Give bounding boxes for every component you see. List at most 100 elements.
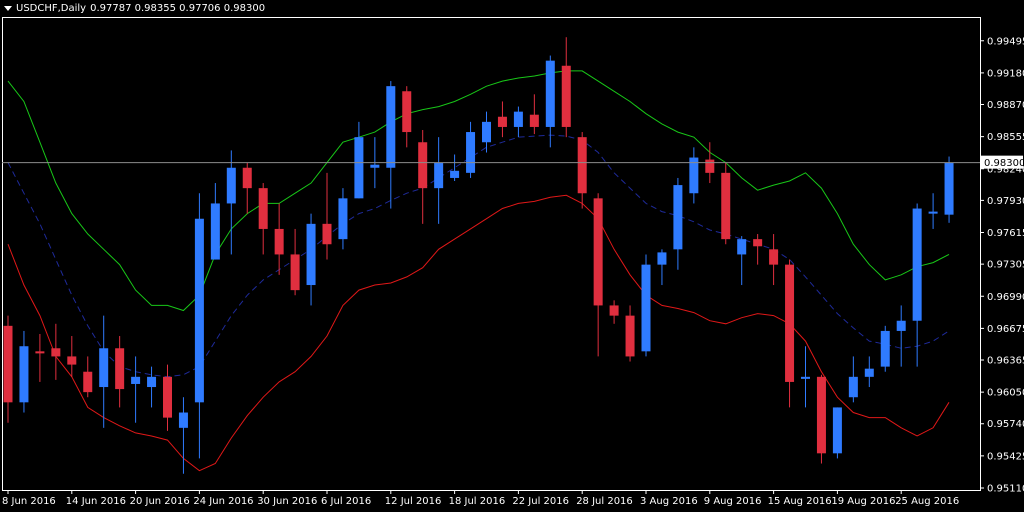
candle-body [258,188,268,229]
candle-body [386,86,396,168]
candle-body [290,254,300,291]
x-tick-label: 22 Jul 2016 [512,496,569,507]
x-tick-label: 15 Aug 2016 [768,496,832,507]
candle-body [354,137,364,199]
y-tick-label: 0.99495 [987,36,1024,47]
candle-body [194,218,204,403]
candle-body [370,164,380,168]
candle-body [35,351,45,354]
candle-body [51,348,61,357]
candle-body [705,159,715,173]
ohlc-values: 0.97787 0.98355 0.97706 0.98300 [90,3,266,14]
x-tick-label: 19 Aug 2016 [831,496,895,507]
y-tick-label: 0.97615 [987,228,1024,239]
candle-body [801,376,810,379]
candle-body [513,111,523,127]
candle-body [753,239,763,247]
plot-frame [2,17,981,491]
chart-header: USDCHF,Daily 0.97787 0.98355 0.97706 0.9… [4,3,265,14]
candle-body [593,198,603,306]
candle-body [306,223,316,286]
candle-body [545,60,555,127]
candle-body [944,162,954,215]
candle-body [450,170,460,178]
candle-body [721,172,731,240]
candle-body [418,142,428,189]
candle-body [673,185,683,250]
current-price-label: 0.98300 [984,158,1024,169]
symbol-label: USDCHF,Daily [16,3,87,14]
candle-body [178,412,188,428]
candle-body [99,348,109,388]
candle-body [785,264,795,382]
y-tick-label: 0.96675 [987,324,1024,335]
x-tick-label: 6 Jul 2016 [321,496,371,507]
x-tick-label: 8 Jun 2016 [2,496,56,507]
candle-body [529,114,539,127]
x-tick-label: 14 Jun 2016 [66,496,126,507]
candle-body [322,223,332,245]
candle-body [83,371,93,393]
y-tick-label: 0.95110 [987,484,1024,495]
y-tick-label: 0.98555 [987,132,1024,143]
candle-body [115,348,125,390]
candle-body [625,315,635,357]
x-tick-label: 30 Jun 2016 [257,496,317,507]
x-tick-label: 3 Aug 2016 [640,496,698,507]
candle-body [482,121,491,143]
x-tick-label: 28 Jul 2016 [576,496,633,507]
candle-body [226,167,236,204]
candle-body [641,264,651,352]
candle-body [896,320,906,331]
y-tick-label: 0.95425 [987,451,1024,462]
candle-body [657,252,667,265]
x-tick-label: 18 Jul 2016 [449,496,506,507]
current-price-tag [981,155,1023,169]
candle-body [816,376,826,454]
candle-body [864,368,874,377]
candle-body [880,330,890,367]
candle-body [737,239,747,255]
candle-body [210,203,220,260]
candle-body [338,198,348,240]
x-tick-label: 25 Aug 2016 [895,496,959,507]
candle-body [466,132,476,173]
candle-body [163,376,172,418]
candle-body [242,167,252,189]
candle-body [769,249,779,265]
candle-body [3,325,13,403]
candle-body [131,376,141,384]
candle-body [147,376,157,388]
x-tick-label: 24 Jun 2016 [193,496,253,507]
candle-body [609,305,619,316]
candle-body [912,208,922,321]
y-tick-label: 0.97305 [987,260,1024,271]
candle-body [274,228,284,255]
x-tick-label: 9 Aug 2016 [704,496,762,507]
candle-body [402,91,412,133]
candle-body [434,162,444,189]
candle-body [561,65,571,127]
candle-body [577,137,587,194]
x-tick-label: 20 Jun 2016 [130,496,190,507]
candle-body [848,376,858,398]
upper-band-line [7,70,950,312]
y-tick-label: 0.96365 [987,356,1024,367]
candle-body [832,407,842,454]
candle-body [928,211,938,214]
x-tick-label: 12 Jul 2016 [385,496,442,507]
lower-band-line [7,194,950,472]
middle-band-line [7,134,950,378]
triangle-down-icon[interactable] [4,6,12,11]
candle-body [19,346,29,403]
candle-body [67,356,77,365]
candle-body [689,157,699,194]
